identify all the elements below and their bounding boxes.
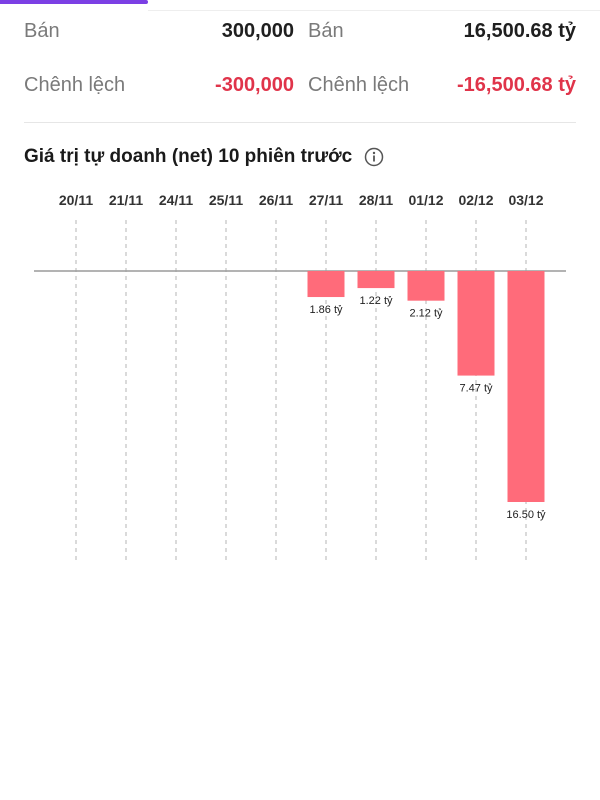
x-tick-label: 28/11 xyxy=(359,192,393,208)
x-tick-label: 02/12 xyxy=(458,192,493,208)
diff-label-left: Chênh lệch xyxy=(24,74,126,96)
net-value-bar-chart: 20/11 21/11 24/11 25/11 26/11 27/11 28/11 01/12… xyxy=(34,192,566,560)
bar[interactable] xyxy=(357,271,395,289)
x-tick-label: 01/12 xyxy=(408,192,443,208)
tab-divider xyxy=(148,10,600,11)
sell-label-left: Bán xyxy=(24,20,60,42)
bar[interactable] xyxy=(457,271,495,376)
active-tab-indicator xyxy=(0,0,148,4)
bar[interactable] xyxy=(307,271,345,298)
info-icon[interactable] xyxy=(364,147,384,167)
diff-label-right: Chênh lệch xyxy=(308,74,410,96)
x-tick-label: 21/11 xyxy=(109,192,143,208)
x-tick-label: 20/11 xyxy=(59,192,93,208)
x-tick-label: 03/12 xyxy=(508,192,543,208)
chart-section-header: Giá trị tự doanh (net) 10 phiên trước xyxy=(24,146,384,168)
section-divider xyxy=(24,122,576,123)
bar-data-label: 1.22 tỷ xyxy=(359,295,393,307)
x-tick-label: 26/11 xyxy=(259,192,293,208)
bar[interactable] xyxy=(507,271,545,502)
bar-data-label: 16.50 tỷ xyxy=(506,509,546,521)
chart-title: Giá trị tự doanh (net) 10 phiên trước xyxy=(24,146,353,167)
bar-data-label: 7.47 tỷ xyxy=(459,383,493,395)
bar-data-label: 1.86 tỷ xyxy=(309,304,343,316)
sell-value-left: 300,000 xyxy=(221,20,294,42)
diff-value-right: -16,500.68 tỷ xyxy=(457,74,576,96)
bar-data-label: 2.12 tỷ xyxy=(409,308,443,320)
sell-row: Bán 300,000 Bán 16,500.68 tỷ xyxy=(24,16,576,48)
sell-value-right: 16,500.68 tỷ xyxy=(463,20,576,42)
bar[interactable] xyxy=(407,271,445,301)
x-tick-label: 25/11 xyxy=(209,192,243,208)
summary-panel: Bán 300,000 Bán 16,500.68 tỷ Chênh lệch … xyxy=(24,16,576,124)
diff-row: Chênh lệch -300,000 Chênh lệch -16,500.6… xyxy=(24,70,576,102)
x-tick-label: 24/11 xyxy=(159,192,193,208)
x-tick-label: 27/11 xyxy=(309,192,343,208)
diff-value-left: -300,000 xyxy=(215,74,294,96)
sell-label-right: Bán xyxy=(308,20,344,42)
